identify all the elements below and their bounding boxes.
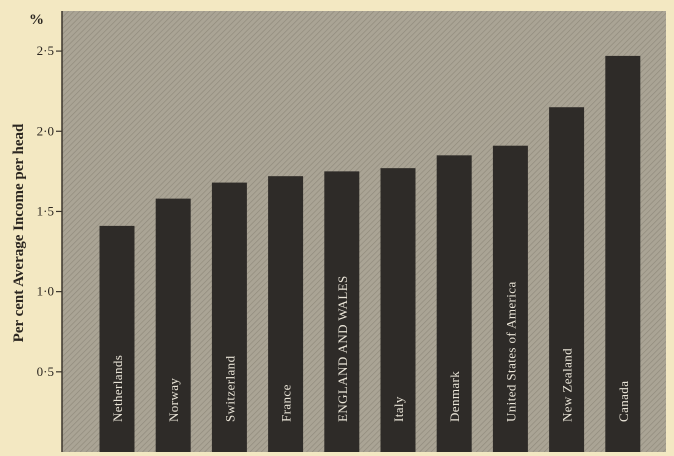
category-label: Italy — [391, 396, 406, 422]
bar — [324, 171, 360, 452]
bar — [99, 225, 135, 452]
y-axis-unit: % — [29, 12, 44, 28]
y-tick-label: 2·0 — [37, 123, 54, 138]
bar — [492, 145, 528, 453]
category-label: United States of America — [503, 281, 518, 422]
category-label: ENGLAND AND WALES — [335, 275, 350, 422]
y-axis-label: Per cent Average Income per head — [11, 123, 27, 342]
y-tick-label: 0·5 — [37, 364, 54, 379]
category-label: Switzerland — [222, 355, 237, 422]
bar — [268, 176, 304, 452]
category-label: Norway — [166, 378, 181, 422]
bar — [155, 198, 191, 452]
y-tick-label: 1·0 — [37, 284, 54, 299]
bar — [436, 155, 472, 452]
y-tick-label: 1·5 — [37, 203, 54, 218]
bar — [605, 55, 641, 452]
y-tick-label: 2·5 — [37, 43, 54, 58]
bar — [549, 107, 585, 452]
category-label: France — [279, 384, 294, 422]
category-label: Canada — [616, 381, 631, 422]
bar — [211, 182, 247, 452]
bar — [380, 168, 416, 452]
category-label: Netherlands — [110, 355, 125, 422]
category-label: Denmark — [447, 371, 462, 422]
category-label: New Zealand — [560, 348, 575, 422]
